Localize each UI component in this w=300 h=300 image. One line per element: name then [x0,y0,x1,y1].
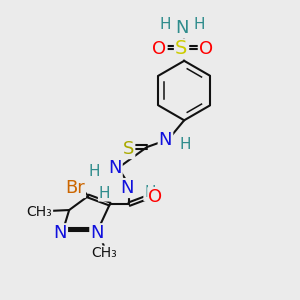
Text: H: H [179,136,191,152]
Text: O: O [148,188,162,206]
Text: S: S [123,140,134,158]
Text: S: S [175,39,188,58]
Text: N: N [53,224,67,242]
Text: N: N [90,224,104,242]
Text: N: N [120,179,134,197]
Text: H: H [144,185,156,200]
Text: N: N [108,159,122,177]
Text: CH₃: CH₃ [27,206,52,219]
Text: O: O [152,40,167,58]
Text: CH₃: CH₃ [91,246,117,260]
Text: O: O [199,40,213,58]
Text: N: N [175,19,189,37]
Text: Br: Br [65,179,85,197]
Text: H: H [89,164,100,179]
Text: H: H [193,17,205,32]
Text: N: N [159,130,172,148]
Text: H: H [159,17,171,32]
Text: H: H [99,186,110,201]
